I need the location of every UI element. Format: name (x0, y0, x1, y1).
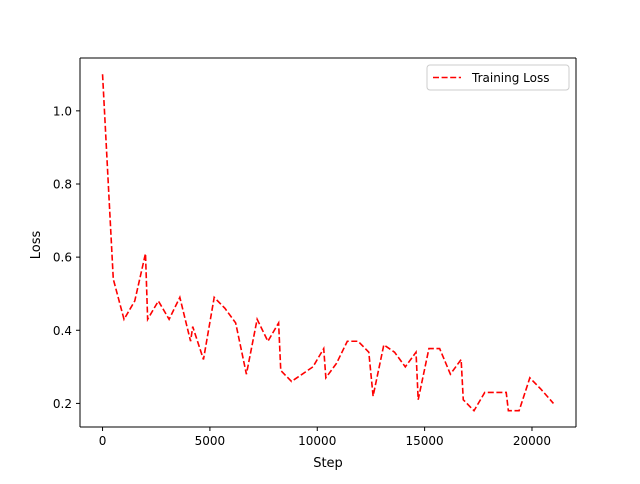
y-axis-label: Loss (29, 231, 44, 260)
x-tick-label: 20000 (513, 434, 551, 448)
x-tick-label: 5000 (195, 434, 226, 448)
x-tick-label: 15000 (406, 434, 444, 448)
series-line-training-loss (101, 74, 555, 413)
x-tick-label: 0 (99, 434, 107, 448)
y-tick-label: 0.4 (53, 324, 72, 338)
plot-area (80, 58, 576, 427)
y-tick-label: 1.0 (53, 104, 72, 118)
x-tick-label: 10000 (298, 434, 336, 448)
y-tick-label: 0.6 (53, 251, 72, 265)
series-layer (101, 74, 555, 413)
axes-layer: 0 5000 10000 15000 20000 0.2 0.4 0.6 0.8 1.0 (53, 57, 577, 448)
legend-box (426, 64, 570, 91)
y-tick-label: 0.8 (53, 177, 72, 191)
legend: Training Loss (426, 64, 570, 91)
y-tick-label: 0.2 (53, 397, 72, 411)
legend-label: Training Loss (471, 71, 549, 85)
plot-background (80, 58, 576, 427)
x-axis-label: Step (313, 456, 343, 471)
